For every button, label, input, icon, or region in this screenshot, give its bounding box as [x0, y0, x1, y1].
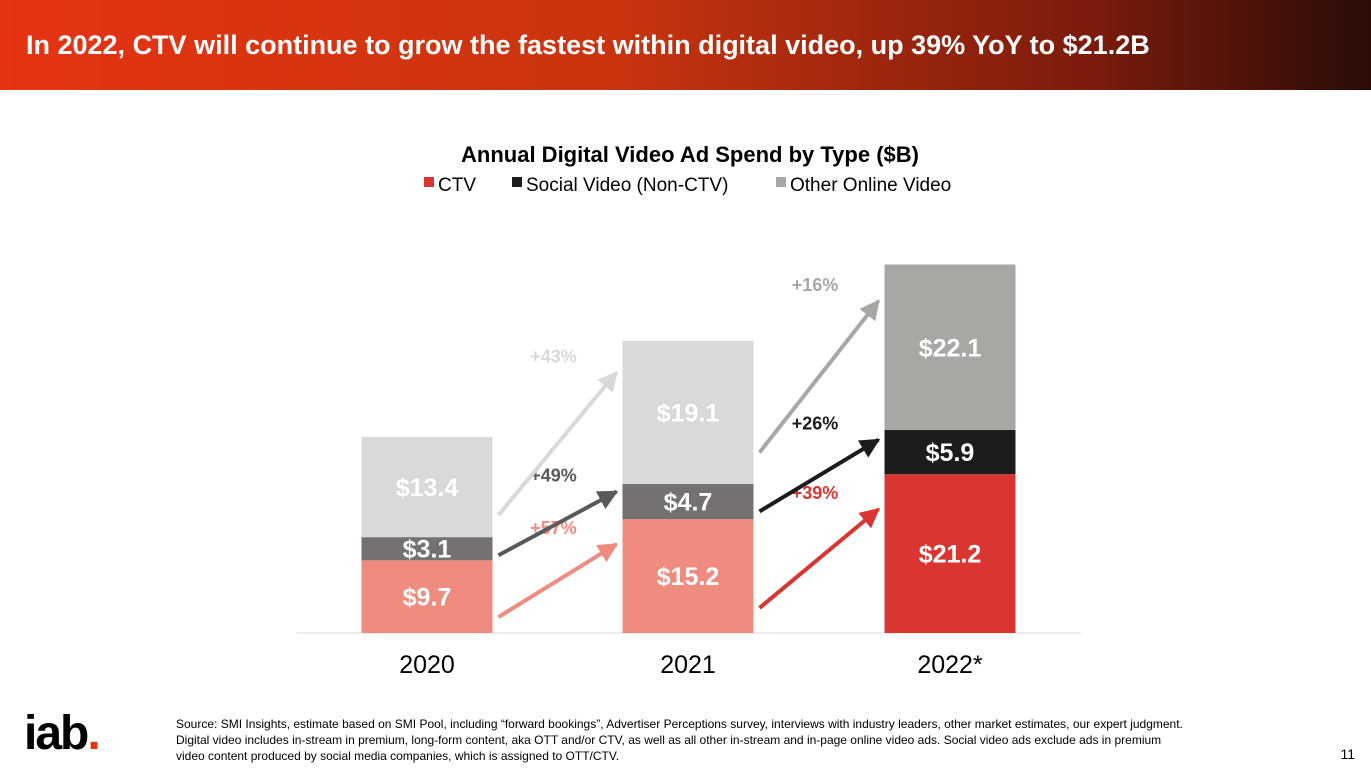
growth-arrow-other-online-video-2022 [757, 299, 881, 454]
growth-label-social-video-non-ctv-2021: +49% [530, 466, 577, 486]
bar-social-video-non-ctv-2022 [884, 430, 1016, 475]
growth-label-other-online-video-2022: +16% [792, 275, 839, 295]
growth-label-ctv-2022: +39% [792, 483, 839, 503]
x-tick-label-2021: 2021 [660, 651, 716, 679]
data-label-ctv-2020: $9.7 [403, 584, 452, 612]
data-label-ctv-2021: $15.2 [657, 563, 720, 591]
bar-ctv-2021 [622, 519, 754, 633]
growth-arrow-ctv-2022 [758, 507, 881, 610]
data-label-other-online-video-2021: $19.1 [657, 399, 720, 427]
growth-arrow-other-online-video-2021 [496, 370, 619, 517]
footnote-line: Source: SMI Insights, estimate based on … [176, 717, 1183, 731]
data-label-other-online-video-2022: $22.1 [919, 334, 982, 362]
legend-swatch-other-online-video [776, 177, 786, 187]
x-tick-label-2020: 2020 [399, 651, 455, 679]
legend-swatch-ctv [424, 177, 434, 187]
legend-label-social-video-non-ctv: Social Video (Non-CTV) [526, 175, 728, 196]
bar-other-online-video-2020 [361, 436, 493, 538]
bar-other-online-video-2022 [884, 264, 1016, 431]
growth-arrow-social-video-non-ctv-2022 [758, 438, 881, 514]
footnote-line: video content produced by social media c… [176, 749, 620, 763]
growth-arrow-ctv-2021 [497, 542, 619, 619]
growth-arrow-social-video-non-ctv-2021 [497, 489, 619, 557]
growth-label-other-online-video-2021: +43% [530, 346, 577, 366]
legend-label-other-online-video: Other Online Video [790, 175, 951, 196]
footnote-line: Digital video includes in-stream in prem… [176, 733, 1162, 747]
data-label-social-video-non-ctv-2022: $5.9 [926, 439, 975, 467]
iab-logo: iab. [24, 707, 101, 760]
bars-group: $9.7 $3.1 $13.4 $15.2 $4.7 $19.1 $21.2 $5.9 $22.… [361, 264, 1016, 633]
legend-swatch-social-video-non-ctv [512, 177, 522, 187]
growth-arrows-group: +57%+49%+43%+39%+26%+16% [496, 275, 881, 619]
bar-social-video-non-ctv-2020 [361, 537, 493, 561]
page-number: 11 [1340, 746, 1355, 762]
header-banner: In 2022, CTV will continue to grow the f… [0, 0, 1371, 90]
bar-ctv-2022 [884, 474, 1016, 633]
chart-legend: CTV Social Video (Non-CTV) Other Online Vi… [424, 175, 951, 196]
slide-title: In 2022, CTV will continue to grow the f… [26, 30, 1150, 60]
chart-title: Annual Digital Video Ad Spend by Type ($… [461, 142, 919, 167]
x-axis-labels: 2020 2021 2022* [399, 651, 983, 679]
stacked-bar-chart: Annual Digital Video Ad Spend by Type ($… [297, 142, 1081, 679]
growth-label-social-video-non-ctv-2022: +26% [792, 414, 839, 434]
data-label-other-online-video-2020: $13.4 [396, 474, 459, 502]
bar-other-online-video-2021 [622, 340, 754, 484]
x-tick-label-2022: 2022* [917, 651, 983, 679]
legend-label-ctv: CTV [438, 175, 476, 196]
bar-social-video-non-ctv-2021 [622, 483, 754, 520]
source-footnote: Source: SMI Insights, estimate based on … [176, 716, 1296, 764]
bar-ctv-2020 [361, 560, 493, 633]
data-label-ctv-2022: $21.2 [919, 541, 982, 569]
data-label-social-video-non-ctv-2020: $3.1 [403, 536, 452, 564]
data-label-social-video-non-ctv-2021: $4.7 [664, 489, 713, 517]
